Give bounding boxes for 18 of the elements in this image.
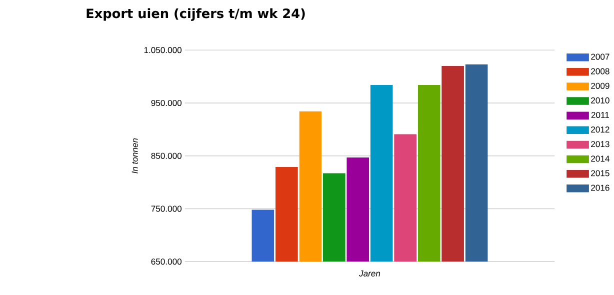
y-axis-title: In tonnen: [132, 138, 138, 174]
x-axis-title: Jaren: [359, 270, 380, 277]
legend-label: 2011: [591, 112, 609, 118]
y-tick-label: 1.050.000: [144, 47, 182, 54]
y-tick-label: 650.000: [151, 258, 182, 265]
legend-label: 2010: [591, 97, 610, 104]
chart-title: Export uien (cijfers t/m wk 24): [86, 8, 305, 21]
legend-label: 2013: [591, 141, 610, 148]
legend-label: 2007: [591, 54, 610, 60]
legend-label: 2009: [591, 82, 610, 89]
legend-label: 2016: [591, 184, 610, 191]
y-tick-label: 950.000: [151, 100, 182, 106]
legend-label: 2008: [591, 68, 610, 74]
legend-label: 2015: [591, 170, 610, 176]
legend-label: 2012: [591, 126, 610, 133]
legend-label: 2014: [591, 156, 610, 162]
y-tick-label: 850.000: [151, 152, 182, 159]
y-tick-label: 750.000: [151, 206, 182, 212]
